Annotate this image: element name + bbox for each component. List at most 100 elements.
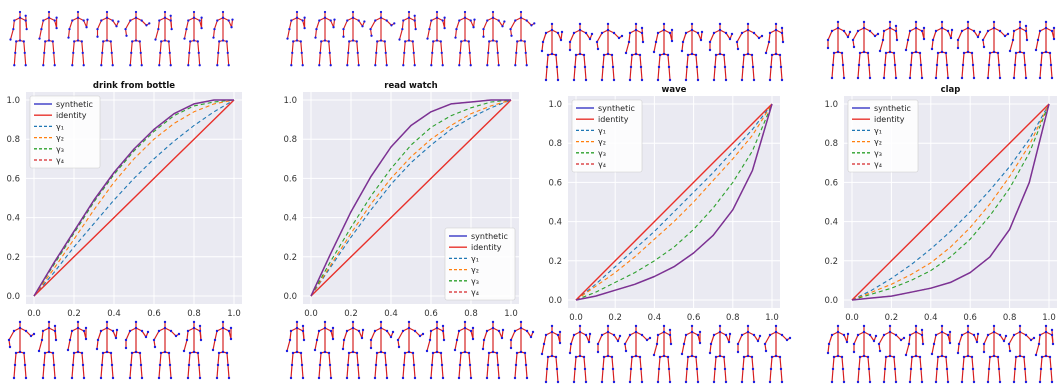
x-tick-label: 0.4 [107, 309, 121, 319]
skeleton-bone [96, 20, 102, 30]
skeleton-joint [998, 29, 1002, 33]
skeleton-joint [934, 333, 938, 337]
skeleton-bone [1035, 39, 1039, 51]
skeleton-joint [662, 324, 666, 328]
skeleton-joint [709, 342, 713, 346]
skeleton-bone [961, 64, 964, 79]
skeleton-joint [596, 342, 600, 346]
skeleton-joint [351, 320, 355, 324]
skeleton-joint [18, 326, 22, 330]
skeleton-joint [101, 351, 105, 355]
skeleton-joint [873, 34, 877, 38]
skeleton-joint [463, 16, 467, 19]
skeleton-joint [1044, 20, 1048, 24]
skeleton-joint [524, 51, 527, 54]
skeleton-joint [221, 10, 225, 14]
skeleton-joint [376, 40, 379, 43]
skeleton-joint [657, 367, 661, 371]
skeleton-joint [425, 349, 429, 353]
skeleton-joint [540, 49, 544, 53]
skeleton-joint [640, 380, 644, 384]
skeleton-joint [192, 326, 196, 330]
skeleton-joint [213, 27, 216, 31]
skeleton-bone [657, 368, 660, 383]
skeleton-joint [105, 350, 109, 354]
skeleton-joint [970, 51, 974, 55]
skeleton-joint [18, 10, 22, 14]
skeleton-joint [966, 26, 970, 30]
skeleton-figure [313, 320, 335, 380]
skeleton-joint [177, 332, 181, 336]
skeleton-joint [769, 367, 773, 371]
skeleton-bone [67, 339, 71, 351]
skeleton-bone [67, 29, 71, 38]
skeleton-bone [510, 20, 516, 30]
skeleton-joint [620, 34, 624, 38]
skeleton-joint [600, 333, 604, 337]
skeleton-joint [921, 342, 925, 346]
skeleton-joint [379, 326, 383, 330]
skeleton-joint [212, 36, 215, 39]
skeleton-bone [140, 52, 143, 66]
legend-label-gamma1: γ₁ [874, 126, 882, 135]
skeleton-joint [12, 376, 16, 380]
skeleton-joint [774, 22, 778, 26]
skeleton-figure [286, 10, 306, 67]
skeleton-bone [781, 27, 784, 43]
skeleton-bone [882, 30, 885, 41]
skeleton-joint [192, 39, 196, 42]
skeleton-bone [159, 352, 162, 366]
skeleton-joint [746, 330, 750, 334]
skeleton-joint [902, 336, 906, 340]
skeleton-bone [601, 368, 604, 383]
skeleton-joint [908, 333, 912, 337]
skeleton-bone [1049, 52, 1052, 66]
skeleton-joint [670, 28, 674, 32]
skeleton-joint [555, 367, 559, 371]
skeleton-joint [668, 78, 672, 82]
skeleton-joint [323, 39, 327, 42]
skeleton-bone [584, 66, 587, 81]
skeleton-joint [760, 34, 764, 38]
skeleton-joint [666, 355, 670, 359]
skeleton-joint [341, 347, 345, 351]
skeleton-joint [221, 326, 225, 330]
skeleton-bone [397, 330, 404, 341]
skeleton-joint [842, 76, 846, 80]
skeleton-joint [736, 342, 740, 346]
skeleton-joint [442, 338, 446, 342]
skeleton-joint [746, 28, 750, 32]
skeleton-joint [215, 376, 219, 380]
skeleton-joint [767, 40, 771, 44]
skeleton-bone [129, 364, 132, 379]
skeleton-joint [329, 329, 333, 333]
skeleton-bone [81, 352, 84, 366]
skeleton-bone [375, 41, 378, 53]
skeleton-joint [961, 367, 965, 371]
skeleton-joint [86, 18, 89, 21]
skeleton-bone [158, 364, 161, 379]
skeleton-joint [102, 40, 105, 43]
skeleton-bone [1024, 64, 1027, 79]
skeleton-joint [920, 328, 924, 332]
skeleton-joint [134, 16, 138, 19]
skeleton-joint [431, 351, 435, 355]
skeleton-joint [42, 19, 45, 22]
skeleton-joint [972, 29, 976, 33]
skeleton-joint [110, 51, 113, 54]
skeleton-joint [1049, 63, 1053, 67]
skeleton-joint [857, 63, 861, 67]
skeleton-joint [1007, 342, 1011, 346]
skeleton-bone [710, 334, 715, 345]
skeleton-joint [99, 329, 103, 333]
skeleton-joint [935, 367, 939, 371]
skeleton-figure [930, 324, 952, 384]
skeleton-joint [856, 76, 860, 80]
skeleton-joint [198, 324, 202, 328]
skeleton-joint [351, 350, 355, 354]
skeleton-bone [857, 368, 860, 383]
skeleton-joint [351, 326, 355, 330]
skeleton-joint [463, 39, 467, 42]
skeleton-bone [301, 364, 304, 379]
skeleton-bone [153, 330, 160, 341]
